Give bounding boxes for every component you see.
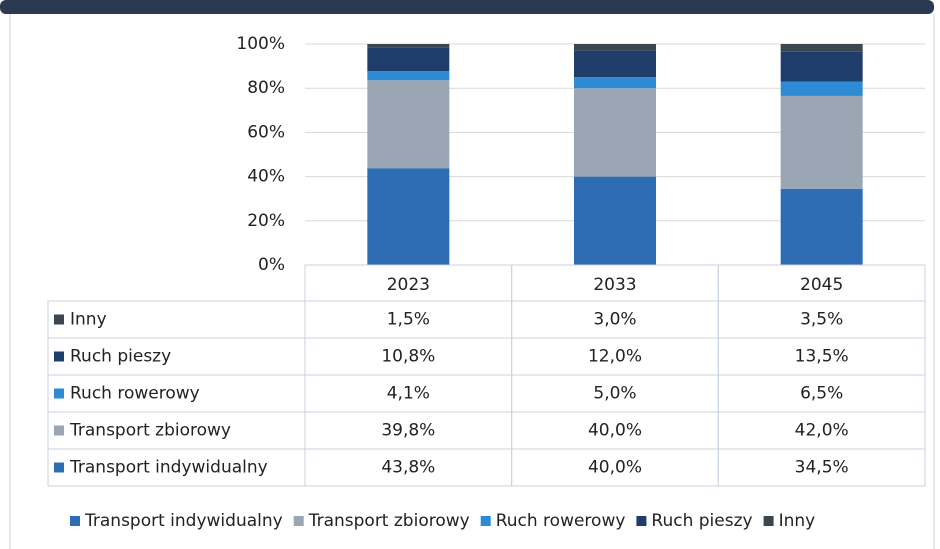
header-banner bbox=[0, 0, 934, 14]
bar-segment bbox=[574, 50, 656, 78]
bar-segment bbox=[574, 77, 656, 89]
table-row-label: Transport zbiorowy bbox=[69, 421, 231, 441]
table-value: 10,8% bbox=[381, 347, 435, 367]
table-value: 39,8% bbox=[381, 421, 435, 441]
bar-segment bbox=[780, 51, 863, 82]
table-value: 42,0% bbox=[795, 421, 849, 441]
table-value: 5,0% bbox=[593, 384, 636, 404]
table-row-label: Ruch pieszy bbox=[70, 347, 171, 367]
table-row-label: Ruch rowerowy bbox=[70, 384, 200, 404]
legend-label: Ruch pieszy bbox=[651, 511, 752, 531]
table-legend-key bbox=[54, 351, 64, 362]
legend-label: Ruch rowerowy bbox=[496, 511, 626, 531]
y-tick-label: 100% bbox=[236, 34, 285, 54]
bar-segment bbox=[367, 80, 450, 169]
legend-key bbox=[480, 516, 491, 526]
table-cell bbox=[717, 448, 926, 487]
table-value: 4,1% bbox=[387, 384, 430, 404]
legend-key bbox=[70, 516, 80, 526]
x-tick-label: 2045 bbox=[800, 275, 843, 295]
y-tick-label: 20% bbox=[247, 211, 285, 231]
table-value: 6,5% bbox=[800, 384, 843, 404]
bar-segment bbox=[780, 95, 863, 189]
bar-segment bbox=[574, 176, 656, 265]
y-tick-label: 80% bbox=[247, 78, 285, 98]
bar-segment bbox=[367, 168, 450, 265]
bar-segment bbox=[780, 188, 863, 265]
table-value: 1,5% bbox=[387, 310, 430, 330]
x-tick-label: 2023 bbox=[387, 275, 430, 295]
table-legend-key bbox=[54, 388, 64, 399]
table-row-label: Transport indywidualny bbox=[69, 458, 268, 478]
bar-segment bbox=[574, 88, 656, 177]
y-tick-label: 0% bbox=[258, 255, 285, 275]
legend-label: Inny bbox=[779, 511, 816, 531]
table-value: 12,0% bbox=[588, 347, 642, 367]
table-value: 13,5% bbox=[795, 347, 849, 367]
bar-segment bbox=[367, 44, 450, 48]
table-value: 3,5% bbox=[800, 310, 843, 330]
x-tick-label: 2033 bbox=[593, 275, 636, 295]
table-row-label: Inny bbox=[70, 310, 107, 330]
bar-segment bbox=[574, 44, 656, 51]
y-tick-label: 60% bbox=[247, 122, 285, 142]
table-legend-key bbox=[54, 462, 64, 473]
legend-label: Transport zbiorowy bbox=[308, 511, 470, 531]
legend-key bbox=[636, 516, 647, 526]
legend-key bbox=[763, 516, 774, 526]
table-value: 40,0% bbox=[588, 421, 642, 441]
table-value: 34,5% bbox=[795, 458, 849, 478]
legend-key bbox=[293, 516, 304, 526]
bar-segment bbox=[367, 47, 450, 72]
table-legend-key bbox=[54, 425, 64, 436]
table-legend-key bbox=[54, 314, 64, 325]
bar-segment bbox=[780, 44, 863, 52]
table-value: 40,0% bbox=[588, 458, 642, 478]
table-value: 3,0% bbox=[593, 310, 636, 330]
y-tick-label: 40% bbox=[247, 167, 285, 187]
bar-segment bbox=[780, 81, 863, 96]
bar-segment bbox=[367, 71, 450, 81]
legend-label: Transport indywidualny bbox=[84, 511, 283, 531]
table-value: 43,8% bbox=[381, 458, 435, 478]
